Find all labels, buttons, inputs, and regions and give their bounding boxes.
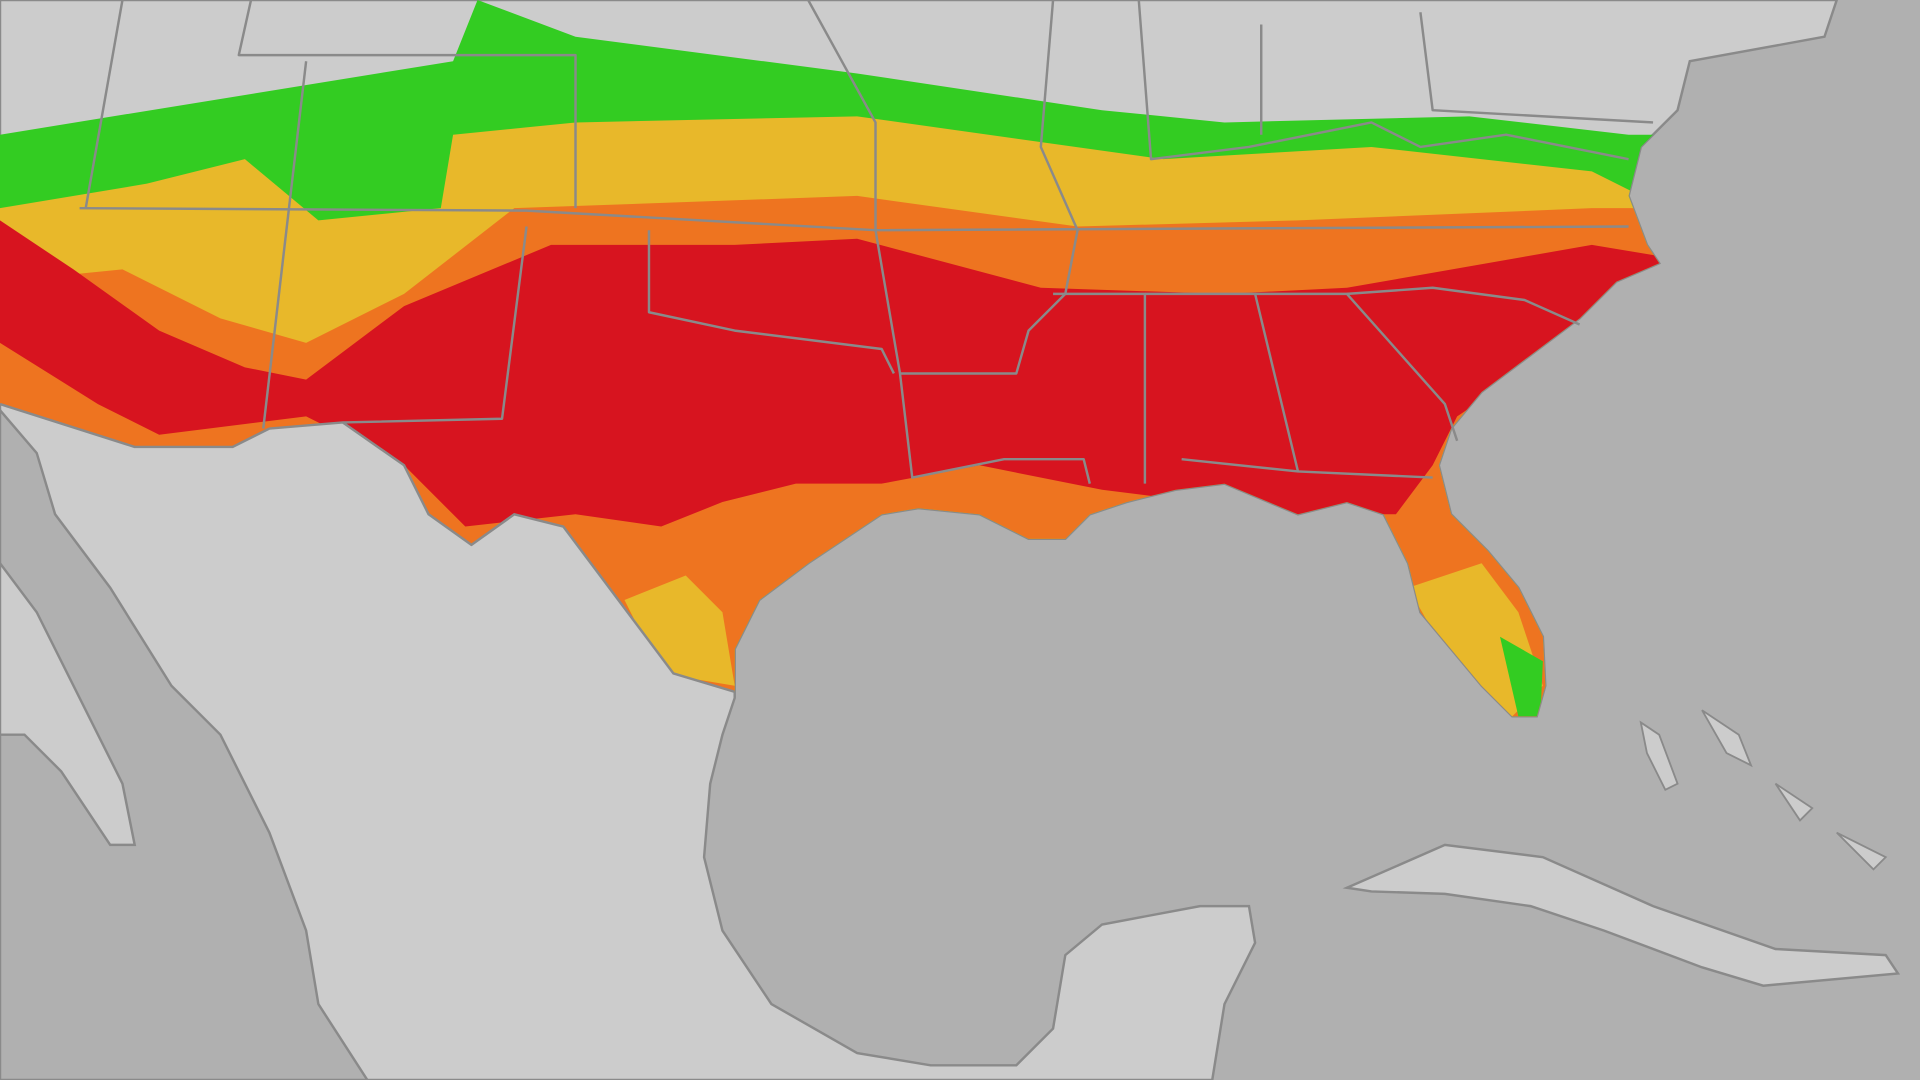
zone-yellow-south-texas <box>624 575 735 686</box>
zone-green-florida <box>1500 636 1543 717</box>
state-borders <box>0 0 1654 694</box>
baja-peninsula <box>0 561 137 847</box>
cuba <box>1342 843 1901 987</box>
bahamas <box>1639 709 1888 871</box>
gulf-of-california <box>0 408 369 1080</box>
zone-red <box>0 220 1666 527</box>
zone-yellow-florida <box>1408 563 1543 717</box>
